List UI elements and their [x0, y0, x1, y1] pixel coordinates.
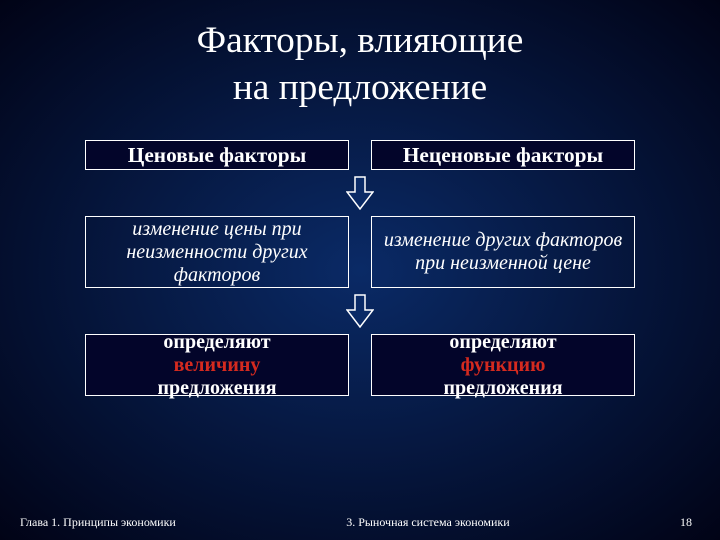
- title-line2: на предложение: [233, 67, 487, 108]
- nonprice-factors-header-text: Неценовые факторы: [403, 143, 603, 168]
- nonprice-factors-description: изменение других факторов при неизменной…: [371, 216, 635, 288]
- result-highlight: величину: [174, 354, 261, 377]
- page-number: 18: [680, 515, 692, 530]
- arrow-2-cell: [85, 288, 635, 334]
- slide: Факторы, влияющие на предложение Ценовые…: [0, 0, 720, 540]
- nonprice-factors-description-text: изменение других факторов при неизменной…: [382, 229, 624, 275]
- title-line1: Факторы, влияющие: [197, 20, 524, 61]
- price-factors-description-text: изменение цены при неизменности других ф…: [96, 218, 338, 287]
- footer-left: Глава 1. Принципы экономики: [20, 515, 176, 530]
- nonprice-factors-result: определяют функцию предложения: [371, 334, 635, 396]
- result-highlight: функцию: [461, 354, 546, 377]
- result-post: предложения: [443, 377, 562, 400]
- nonprice-factors-header: Неценовые факторы: [371, 140, 635, 170]
- price-factors-header: Ценовые факторы: [85, 140, 349, 170]
- down-arrow-icon: [346, 176, 374, 210]
- footer-center: 3. Рыночная система экономики: [176, 515, 680, 530]
- result-pre: определяют: [163, 331, 270, 354]
- price-factors-description: изменение цены при неизменности других ф…: [85, 216, 349, 288]
- result-pre: определяют: [449, 331, 556, 354]
- slide-title: Факторы, влияющие на предложение: [0, 0, 720, 111]
- arrow-1-cell: [85, 170, 635, 216]
- price-factors-result: определяют величину предложения: [85, 334, 349, 396]
- slide-footer: Глава 1. Принципы экономики 3. Рыночная …: [0, 515, 720, 530]
- down-arrow-icon: [346, 294, 374, 328]
- result-post: предложения: [157, 377, 276, 400]
- diagram-grid: Ценовые факторы Неценовые факторы измене…: [0, 140, 720, 396]
- price-factors-header-text: Ценовые факторы: [128, 143, 307, 168]
